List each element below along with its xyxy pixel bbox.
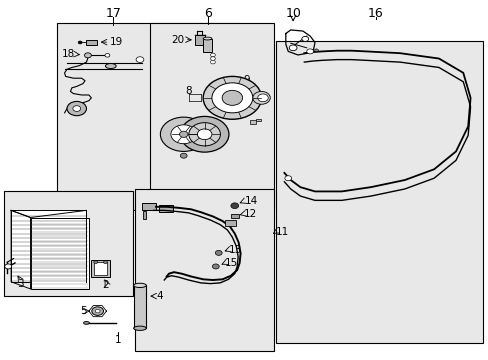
Bar bbox=[11, 210, 86, 282]
Bar bbox=[30, 217, 89, 289]
Bar bbox=[149, 23, 273, 210]
Bar bbox=[135, 189, 273, 351]
Circle shape bbox=[179, 131, 187, 138]
Circle shape bbox=[170, 125, 196, 144]
Circle shape bbox=[203, 76, 261, 119]
Bar bbox=[91, 260, 110, 277]
Text: 6: 6 bbox=[203, 8, 211, 21]
Circle shape bbox=[210, 60, 215, 64]
Bar bbox=[133, 285, 146, 328]
Circle shape bbox=[257, 94, 268, 102]
Circle shape bbox=[73, 106, 81, 111]
Ellipse shape bbox=[133, 283, 146, 288]
Text: 4: 4 bbox=[156, 291, 163, 301]
Bar bbox=[255, 118, 260, 121]
Text: 7: 7 bbox=[165, 121, 172, 131]
Circle shape bbox=[210, 57, 215, 60]
Circle shape bbox=[188, 123, 220, 146]
Circle shape bbox=[215, 250, 222, 255]
Text: 13: 13 bbox=[228, 245, 242, 255]
Circle shape bbox=[314, 49, 318, 52]
Ellipse shape bbox=[83, 321, 89, 324]
Text: 10: 10 bbox=[285, 8, 301, 21]
Text: 11: 11 bbox=[276, 227, 289, 237]
Bar bbox=[143, 211, 146, 219]
Bar bbox=[195, 35, 204, 45]
Circle shape bbox=[288, 45, 296, 51]
Text: 14: 14 bbox=[244, 197, 257, 206]
Text: 20: 20 bbox=[171, 35, 184, 45]
Text: 16: 16 bbox=[367, 8, 383, 21]
Text: 15: 15 bbox=[224, 258, 238, 268]
Text: 19: 19 bbox=[109, 37, 122, 47]
Circle shape bbox=[230, 203, 238, 208]
Bar bbox=[159, 205, 173, 212]
Circle shape bbox=[94, 261, 98, 264]
Circle shape bbox=[84, 53, 91, 58]
Bar bbox=[203, 39, 211, 52]
Bar bbox=[86, 40, 97, 45]
Circle shape bbox=[301, 36, 308, 41]
Bar bbox=[142, 203, 156, 210]
Circle shape bbox=[103, 261, 107, 264]
Circle shape bbox=[105, 54, 110, 57]
Bar bbox=[249, 120, 255, 123]
Text: 18: 18 bbox=[62, 49, 75, 59]
Circle shape bbox=[285, 176, 291, 181]
Circle shape bbox=[210, 53, 215, 57]
Bar bbox=[276, 41, 482, 342]
Bar bbox=[230, 213, 238, 218]
Bar bbox=[94, 262, 107, 275]
Text: 5: 5 bbox=[80, 306, 86, 316]
Text: 9: 9 bbox=[243, 75, 250, 85]
Text: 2: 2 bbox=[102, 280, 109, 290]
Ellipse shape bbox=[105, 64, 116, 68]
Text: 17: 17 bbox=[105, 8, 121, 21]
Circle shape bbox=[180, 153, 187, 158]
Circle shape bbox=[92, 307, 103, 315]
Circle shape bbox=[160, 117, 206, 152]
Text: 12: 12 bbox=[243, 209, 256, 219]
Circle shape bbox=[306, 49, 313, 54]
Circle shape bbox=[197, 129, 211, 140]
Circle shape bbox=[222, 90, 242, 105]
Circle shape bbox=[211, 83, 252, 113]
Circle shape bbox=[5, 264, 12, 269]
Circle shape bbox=[78, 41, 82, 44]
Circle shape bbox=[136, 57, 143, 63]
Circle shape bbox=[67, 102, 86, 116]
Circle shape bbox=[212, 264, 219, 269]
Circle shape bbox=[95, 309, 100, 313]
Text: 1: 1 bbox=[115, 335, 121, 345]
Circle shape bbox=[180, 116, 228, 152]
Text: 3: 3 bbox=[18, 279, 24, 289]
Text: 8: 8 bbox=[185, 86, 191, 96]
Bar bbox=[4, 191, 132, 296]
Bar bbox=[57, 23, 239, 210]
Ellipse shape bbox=[133, 326, 146, 330]
Bar bbox=[224, 220, 235, 226]
Ellipse shape bbox=[203, 37, 211, 40]
Circle shape bbox=[252, 91, 270, 104]
